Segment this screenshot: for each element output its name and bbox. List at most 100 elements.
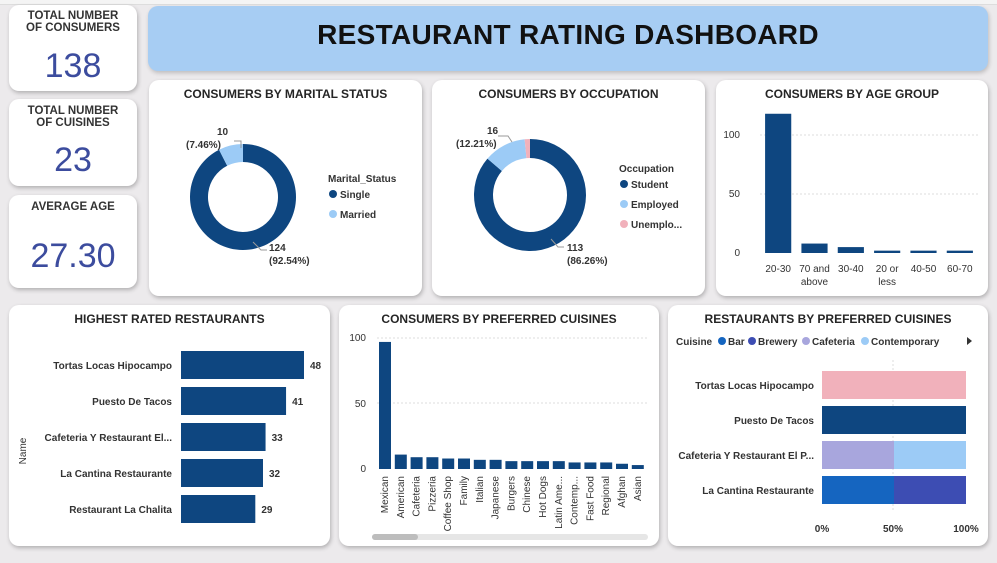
- x-tick-label: Latin Ame...: [554, 476, 565, 529]
- donut-slice-single[interactable]: [190, 144, 296, 250]
- age-bar[interactable]: [910, 250, 937, 253]
- legend-item-unemployed[interactable]: Unemplo...: [631, 220, 682, 231]
- category-label: Restaurant La Chalita: [69, 505, 172, 516]
- x-tick-label: 100%: [953, 524, 979, 535]
- legend-item-single[interactable]: Single: [340, 190, 370, 201]
- x-tick-label: 70 and: [799, 264, 830, 275]
- category-label: Cafeteria Y Restaurant El P...: [678, 451, 814, 462]
- stack-segment[interactable]: [822, 441, 894, 469]
- legend-next-arrow-icon[interactable]: [967, 337, 972, 345]
- x-tick-label: Coffee Shop: [443, 476, 454, 532]
- age-bar[interactable]: [874, 250, 901, 253]
- occupation-card[interactable]: CONSUMERS BY OCCUPATION 16 (12.21%) 113 …: [432, 80, 705, 296]
- category-label: Cafeteria Y Restaurant El...: [45, 433, 173, 444]
- legend-title: Occupation: [619, 164, 674, 175]
- data-label: 33: [272, 433, 284, 444]
- occupation-chart: 16 (12.21%) 113 (86.26%) Occupation Stud…: [456, 126, 682, 267]
- stack-segment[interactable]: [822, 476, 894, 504]
- legend-marker: [748, 337, 756, 345]
- preferred-cuisines-chart: 100 50 0 Mexican American Cafeteria Pizzeri…: [349, 333, 649, 532]
- legend-item-bar[interactable]: Bar: [728, 337, 745, 348]
- legend-marker: [802, 337, 810, 345]
- cuisine-bar[interactable]: [394, 454, 407, 469]
- restaurants-by-cuisine-chart: Cuisine Bar Brewery Cafeteria Contempora…: [676, 337, 979, 535]
- legend-marker: [620, 200, 628, 208]
- marital-status-chart: 10 (7.46%) 124 (92.54%) Marital_Status S…: [186, 127, 397, 267]
- restaurant-bar[interactable]: [181, 423, 266, 451]
- cuisine-bar[interactable]: [616, 463, 628, 469]
- chart-title: HIGHEST RATED RESTAURANTS: [74, 312, 265, 326]
- y-tick-label: 0: [360, 464, 366, 475]
- age-group-card[interactable]: CONSUMERS BY AGE GROUP 100 50 0 20-30 70 …: [716, 80, 988, 296]
- donut-slice-student[interactable]: [474, 139, 586, 251]
- cuisine-bar[interactable]: [505, 461, 518, 469]
- restaurant-bar[interactable]: [181, 495, 256, 523]
- cuisine-bar[interactable]: [537, 461, 549, 469]
- stack-segment[interactable]: [894, 476, 966, 504]
- legend-marker: [329, 210, 337, 218]
- legend-title: Cuisine: [676, 337, 713, 348]
- cuisine-bar[interactable]: [584, 462, 597, 469]
- cuisine-bar[interactable]: [458, 458, 470, 469]
- restaurant-bar[interactable]: [181, 387, 287, 415]
- legend-item-student[interactable]: Student: [631, 180, 669, 191]
- donut-slice-unemplo[interactable]: [524, 139, 530, 159]
- preferred-cuisines-card[interactable]: CONSUMERS BY PREFERRED CUISINES 100 50 0…: [339, 305, 659, 546]
- cuisine-bar[interactable]: [410, 457, 423, 469]
- x-tick-label: Mexican: [380, 476, 391, 513]
- cuisine-bar[interactable]: [552, 461, 565, 469]
- donut-slice-employed[interactable]: [487, 139, 527, 171]
- kpi-value: 23: [54, 141, 92, 179]
- y-tick-label: 100: [349, 333, 366, 344]
- legend-marker: [718, 337, 726, 345]
- kpi-card-cuisines: TOTAL NUMBER OF CUISINES 23: [9, 99, 137, 186]
- legend-item-contemporary[interactable]: Contemporary: [871, 337, 940, 348]
- cuisine-bar[interactable]: [426, 457, 439, 469]
- legend-title: Marital_Status: [328, 174, 397, 185]
- stack-segment[interactable]: [822, 371, 966, 399]
- dashboard-title: RESTAURANT RATING DASHBOARD: [317, 19, 819, 50]
- legend-marker: [620, 220, 628, 228]
- legend-item-brewery[interactable]: Brewery: [758, 337, 798, 348]
- highest-rated-chart: Name Tortas Locas Hipocampo 48 Puesto De T…: [18, 351, 322, 523]
- age-bar[interactable]: [946, 250, 973, 253]
- report-top-strip: [0, 0, 997, 5]
- restaurant-bar[interactable]: [181, 351, 304, 379]
- leader-line: [498, 135, 513, 143]
- cuisine-bar[interactable]: [521, 461, 534, 469]
- slice-label-pct: (7.46%): [186, 140, 221, 151]
- restaurants-by-cuisine-card[interactable]: RESTAURANTS BY PREFERRED CUISINES Cuisin…: [668, 305, 988, 546]
- highest-rated-card[interactable]: HIGHEST RATED RESTAURANTS Name Tortas Lo…: [9, 305, 330, 546]
- x-tick-label: Burgers: [506, 476, 517, 511]
- cuisine-bar[interactable]: [442, 458, 455, 469]
- leader-line: [550, 238, 564, 248]
- legend-item-married[interactable]: Married: [340, 210, 376, 221]
- x-tick-label: Afghan: [617, 476, 628, 508]
- marital-status-card[interactable]: CONSUMERS BY MARITAL STATUS 10 (7.46%) 1…: [149, 80, 422, 296]
- restaurant-bar[interactable]: [181, 459, 263, 487]
- x-tick-label: less: [878, 277, 896, 288]
- age-bar[interactable]: [801, 243, 828, 253]
- stack-segment[interactable]: [894, 441, 966, 469]
- stack-segment[interactable]: [822, 406, 966, 434]
- cuisine-bar[interactable]: [473, 459, 486, 469]
- legend-item-cafeteria[interactable]: Cafeteria: [812, 337, 855, 348]
- legend-item-employed[interactable]: Employed: [631, 200, 679, 211]
- kpi-label-line1: TOTAL NUMBER: [27, 105, 119, 117]
- category-label: Tortas Locas Hipocampo: [695, 381, 814, 392]
- scrollbar-thumb[interactable]: [372, 534, 418, 540]
- cuisine-bar[interactable]: [489, 459, 502, 469]
- cuisine-bar[interactable]: [568, 462, 581, 469]
- x-tick-label: 50%: [883, 524, 903, 535]
- kpi-card-average-age: AVERAGE AGE 27.30: [9, 195, 137, 288]
- cuisine-bar[interactable]: [631, 465, 644, 469]
- age-bar[interactable]: [765, 113, 792, 253]
- cuisine-bar[interactable]: [600, 462, 613, 469]
- age-bar[interactable]: [837, 247, 864, 253]
- legend-marker: [861, 337, 869, 345]
- kpi-card-consumers: TOTAL NUMBER OF CONSUMERS 138: [9, 5, 137, 91]
- cuisine-bar[interactable]: [379, 341, 391, 469]
- donut-slice-married[interactable]: [219, 144, 243, 166]
- leader-line: [252, 241, 267, 251]
- horizontal-scrollbar[interactable]: [372, 534, 648, 540]
